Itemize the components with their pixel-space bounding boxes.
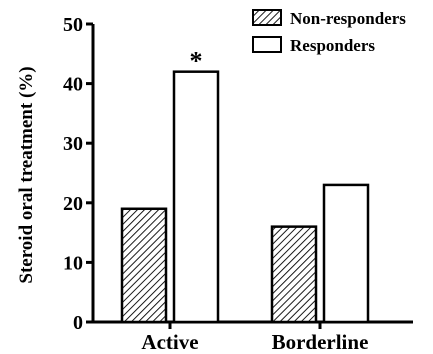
legend: Non-responders Responders <box>252 9 406 55</box>
bar-non-responders-borderline <box>270 225 318 324</box>
y-tick-label: 40 <box>63 74 83 96</box>
significance-asterisk: * <box>190 47 203 76</box>
bar-responders-active <box>172 70 220 324</box>
y-tick-label: 0 <box>73 312 83 334</box>
bars: * <box>120 47 370 324</box>
legend-label: Non-responders <box>290 9 406 28</box>
y-tick-label: 50 <box>63 14 83 36</box>
y-tick-label: 20 <box>63 193 83 215</box>
x-tick-label: Active <box>141 330 198 354</box>
bar-responders-borderline <box>322 183 370 324</box>
legend-label: Responders <box>290 36 375 55</box>
bar-non-responders-active <box>120 207 168 324</box>
legend-swatch <box>252 36 282 53</box>
legend-swatch <box>252 9 282 26</box>
y-tick-label: 10 <box>63 252 83 274</box>
axes: 0 10 20 30 40 50 Active Borderline <box>63 14 413 354</box>
x-tick-label: Borderline <box>272 330 369 354</box>
y-tick-label: 30 <box>63 133 83 155</box>
y-axis-label: Steroid oral treatment (%) <box>16 66 37 283</box>
